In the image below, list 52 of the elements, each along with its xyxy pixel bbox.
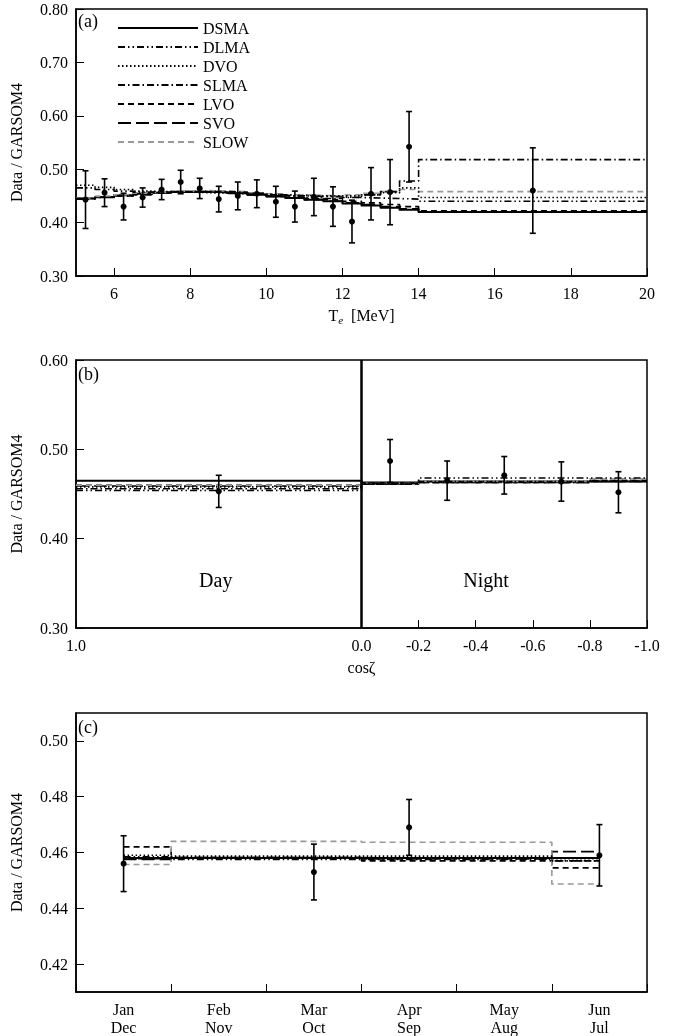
x-tick-label: Apr Sep bbox=[396, 1000, 423, 1036]
annotation: Night bbox=[463, 568, 510, 592]
x-axis-title: cosζ bbox=[347, 658, 376, 677]
x-tick-label: Mar Oct bbox=[300, 1000, 328, 1036]
y-axis-title: Data / GARSOM4 bbox=[7, 82, 25, 203]
y-tick-label: 0.50 bbox=[40, 160, 68, 178]
y-axis-title: Data / GARSOM4 bbox=[7, 434, 25, 554]
y-tick-label: 0.46 bbox=[40, 844, 68, 861]
y-tick-label: 0.44 bbox=[40, 899, 68, 917]
y-tick-label: 0.42 bbox=[40, 955, 68, 973]
y-tick-label: 0.40 bbox=[40, 214, 68, 232]
y-tick-label: 0.70 bbox=[40, 53, 68, 71]
x-tick-label: 12 bbox=[334, 284, 351, 302]
legend-label: LVO bbox=[203, 95, 235, 113]
x-tick-label: Feb Nov bbox=[204, 1000, 233, 1036]
x-tick-label: Jan Dec bbox=[110, 1000, 137, 1036]
x-tick-label: Jun Jul bbox=[588, 1000, 611, 1036]
x-tick-label: -0.6 bbox=[520, 636, 546, 654]
legend-label: SLOW bbox=[203, 133, 250, 151]
y-tick-label: 0.30 bbox=[40, 619, 68, 637]
x-tick-label: -0.2 bbox=[405, 636, 432, 654]
x-tick-label: May Aug bbox=[489, 1000, 519, 1036]
legend-label: DLMA bbox=[203, 38, 251, 56]
x-tick-label: -1.0 bbox=[634, 636, 660, 654]
annotation: (b) bbox=[78, 364, 99, 385]
x-tick-label: 0.0 bbox=[351, 636, 372, 654]
x-tick-label: -0.4 bbox=[463, 636, 489, 654]
x-tick-label: 14 bbox=[410, 284, 427, 302]
y-axis-title: Data / GARSOM4 bbox=[7, 792, 25, 913]
annotation: Day bbox=[199, 568, 233, 592]
y-tick-label: 0.60 bbox=[40, 351, 68, 369]
x-tick-label: 20 bbox=[639, 284, 655, 302]
x-tick-label: 18 bbox=[562, 284, 579, 302]
legend-label: DVO bbox=[203, 57, 238, 75]
annotation: (c) bbox=[78, 717, 98, 738]
legend-label: DSMA bbox=[203, 19, 250, 37]
x-tick-label: 10 bbox=[258, 284, 275, 302]
x-tick-label: 8 bbox=[186, 284, 195, 302]
x-tick-label: 1.0 bbox=[66, 636, 86, 654]
y-tick-label: 0.80 bbox=[40, 0, 68, 18]
y-tick-label: 0.60 bbox=[40, 107, 68, 125]
x-tick-label: -0.8 bbox=[577, 636, 603, 654]
x-tick-label: 16 bbox=[486, 284, 503, 302]
y-tick-label: 0.50 bbox=[40, 732, 68, 750]
x-tick-label: 6 bbox=[110, 284, 119, 302]
legend-label: SLMA bbox=[203, 76, 248, 94]
y-tick-label: 0.40 bbox=[40, 530, 68, 548]
legend-label: SVO bbox=[203, 114, 236, 132]
y-tick-label: 0.30 bbox=[40, 267, 68, 285]
y-tick-label: 0.50 bbox=[40, 440, 68, 458]
annotation: (a) bbox=[78, 11, 98, 32]
y-tick-label: 0.48 bbox=[40, 788, 68, 806]
